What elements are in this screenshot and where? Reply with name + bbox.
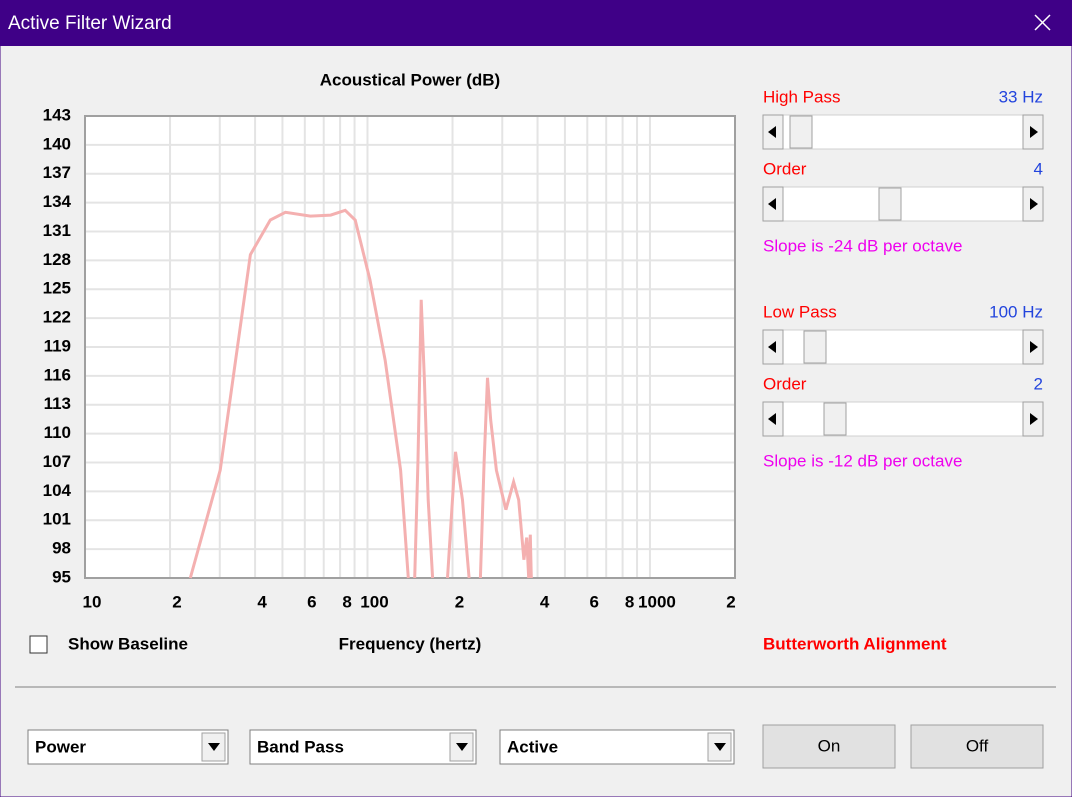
arrow-icon <box>1030 413 1038 425</box>
slider-track <box>762 401 1044 437</box>
y-tick-label: 95 <box>52 567 71 586</box>
button-label: Off <box>966 736 989 755</box>
y-tick-label: 110 <box>44 423 71 442</box>
slider-thumb[interactable] <box>823 402 847 436</box>
filter-value: 33 Hz <box>999 87 1043 106</box>
y-tick-label: 98 <box>52 539 71 558</box>
x-tick-label: 2 <box>172 592 181 611</box>
filter-label: Low Pass <box>763 302 837 321</box>
order-value: 4 <box>1034 159 1043 178</box>
close-icon <box>1034 14 1051 31</box>
checkbox[interactable] <box>29 635 48 654</box>
dropdown-value: Power <box>35 737 86 756</box>
slider-thumb[interactable] <box>803 330 827 364</box>
filter-label: High Pass <box>763 87 840 106</box>
x-tick-label: 2 <box>726 592 735 611</box>
arrow-icon <box>1030 126 1038 138</box>
arrow-icon <box>768 198 776 210</box>
y-tick-label: 107 <box>43 452 71 471</box>
slope-text: Slope is -24 dB per octave <box>763 236 962 255</box>
dropdown[interactable]: Band Pass <box>249 729 477 765</box>
arrow-icon <box>1030 198 1038 210</box>
x-tick-label: 10 <box>83 592 102 611</box>
arrow-icon <box>456 743 468 751</box>
slider[interactable] <box>762 329 1044 365</box>
x-tick-label: 1000 <box>638 592 676 611</box>
window-title: Active Filter Wizard <box>8 13 172 34</box>
button-face <box>910 724 1044 769</box>
y-tick-label: 119 <box>44 336 71 355</box>
y-tick-label: 125 <box>43 279 71 298</box>
dropdown-box <box>249 729 477 765</box>
data-line <box>188 208 533 579</box>
dropdown-value: Active <box>507 737 558 756</box>
dropdown-box <box>499 729 735 765</box>
x-tick-label: 4 <box>257 592 267 611</box>
button-label: On <box>818 736 841 755</box>
x-tick-label: 6 <box>590 592 599 611</box>
arrow-icon <box>768 126 776 138</box>
title-bar <box>0 0 1072 46</box>
y-tick-label: 131 <box>43 221 71 240</box>
slider[interactable] <box>762 401 1044 437</box>
x-tick-label: 4 <box>540 592 550 611</box>
arrow-icon <box>1030 341 1038 353</box>
order-value: 2 <box>1034 374 1043 393</box>
checkbox-label: Show Baseline <box>68 634 188 653</box>
slider-thumb[interactable] <box>878 187 902 221</box>
x-tick-label: 8 <box>342 592 351 611</box>
y-tick-label: 101 <box>43 510 71 529</box>
arrow-icon <box>768 341 776 353</box>
x-tick-label: 100 <box>360 592 388 611</box>
dropdown-value: Band Pass <box>257 737 344 756</box>
slider-track <box>762 186 1044 222</box>
x-tick-label: 6 <box>307 592 316 611</box>
arrow-icon <box>208 743 220 751</box>
y-tick-label: 104 <box>43 481 72 500</box>
y-tick-label: 128 <box>43 250 71 269</box>
y-tick-label: 134 <box>43 192 72 211</box>
button-face <box>762 724 896 769</box>
y-tick-label: 122 <box>43 308 71 327</box>
y-tick-label: 137 <box>43 163 71 182</box>
order-label: Order <box>763 159 807 178</box>
y-tick-label: 140 <box>43 134 71 153</box>
order-label: Order <box>763 374 807 393</box>
alignment-label: Butterworth Alignment <box>763 634 947 653</box>
y-tick-label: 113 <box>44 394 71 413</box>
plot-border <box>84 115 736 579</box>
slope-text: Slope is -12 dB per octave <box>763 451 962 470</box>
x-axis-label: Frequency (hertz) <box>339 634 482 653</box>
y-tick-label: 116 <box>44 365 71 384</box>
dropdown[interactable]: Active <box>499 729 735 765</box>
button[interactable]: On <box>762 724 896 769</box>
arrow-icon <box>768 413 776 425</box>
x-tick-label: 2 <box>455 592 464 611</box>
slider[interactable] <box>762 186 1044 222</box>
button[interactable]: Off <box>910 724 1044 769</box>
y-tick-label: 143 <box>43 105 71 124</box>
dropdown[interactable]: Power <box>27 729 229 765</box>
filter-value: 100 Hz <box>989 302 1043 321</box>
close-button[interactable] <box>1034 14 1051 31</box>
x-tick-label: 8 <box>625 592 634 611</box>
arrow-icon <box>714 743 726 751</box>
chart-title: Acoustical Power (dB) <box>320 70 500 89</box>
slider[interactable] <box>762 114 1044 150</box>
slider-thumb[interactable] <box>789 115 813 149</box>
dropdown-box <box>27 729 229 765</box>
